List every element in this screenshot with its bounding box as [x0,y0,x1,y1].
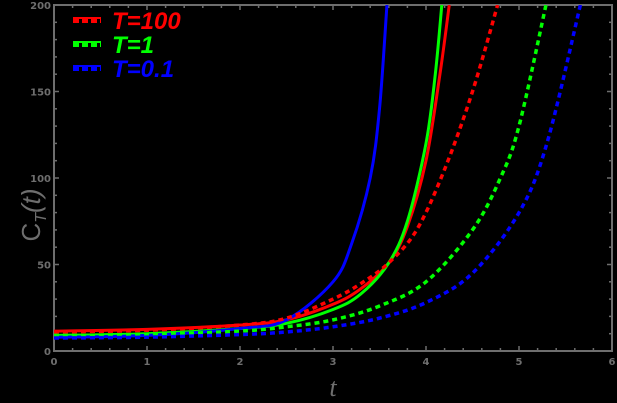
curve-dashed-T1 [54,5,548,338]
legend-label: T=0.1 [112,56,174,83]
x-tick-label: 6 [609,357,616,368]
curve-dashed-T100 [54,5,500,334]
x-tick-label: 3 [330,357,337,368]
y-tick-label: 100 [30,174,51,185]
legend-label: T=100 [112,8,181,35]
curve-solid-T100 [54,5,451,333]
x-tick-label: 0 [51,357,58,368]
y-tick-label: 0 [44,347,51,358]
y-title-main: C [16,223,46,242]
y-axis-title: CT(t) [16,188,50,241]
legend-label: T=1 [112,32,154,59]
x-axis-title: t [329,373,337,402]
y-tick-label: 50 [37,261,51,272]
x-tick-label: 2 [237,357,244,368]
x-tick-label: 1 [144,357,151,368]
y-tick-label: 150 [30,88,51,99]
x-tick-label: 4 [423,357,430,368]
x-tick-label: 5 [516,357,523,368]
plot-curves [54,5,583,340]
curve-dashed-T01 [54,5,583,340]
y-title-arg: (t) [16,188,46,213]
svg-text:CT(t): CT(t) [16,188,50,241]
axis-ticks: 0 1 2 3 4 5 6 0 50 100 150 200 [30,1,615,368]
curve-solid-T01 [54,5,389,339]
y-tick-label: 200 [30,1,51,12]
y-title-sub: T [33,212,50,223]
